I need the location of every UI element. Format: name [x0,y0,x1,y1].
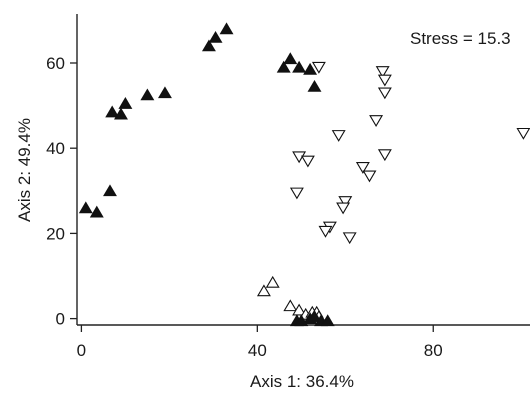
data-point-open-triangle-down [355,162,370,174]
data-point-open-triangle-down [311,61,326,74]
stress-annotation: Stress = 15.3 [410,29,511,48]
data-point-open-triangle-down [331,130,346,142]
data-points [78,22,530,327]
data-point-filled-triangle [292,60,307,73]
data-point-filled-triangle [303,62,318,75]
data-point-open-triangle-down [300,155,315,168]
data-point-open-triangle-down [516,127,530,140]
data-point-open-triangle-down [318,225,333,238]
data-point-open-triangle-up [292,303,307,316]
plot-frame [76,14,530,326]
data-point-filled-triangle [208,30,223,43]
y-tick-label: 0 [56,310,65,329]
data-point-open-triangle-down [338,196,353,208]
data-point-filled-triangle [140,88,155,101]
data-point-open-triangle-down [336,202,351,215]
data-point-filled-triangle [89,205,104,218]
data-point-filled-triangle [276,60,291,73]
data-point-filled-triangle [157,86,172,99]
x-tick-label: 80 [424,341,443,360]
data-point-filled-triangle [320,314,335,327]
data-point-filled-triangle [78,201,93,214]
y-tick-label: 40 [46,139,65,158]
data-point-open-triangle-up [256,284,271,297]
data-point-open-triangle-down [375,66,390,78]
data-point-filled-triangle [283,52,298,65]
data-point-open-triangle-down [377,74,392,87]
data-point-filled-triangle [118,96,133,109]
data-point-filled-triangle [201,39,216,52]
y-tick-label: 60 [46,54,65,73]
data-point-open-triangle-down [377,87,392,100]
data-point-open-triangle-up [265,275,280,288]
data-point-filled-triangle [105,105,120,118]
data-point-filled-triangle [307,79,322,92]
data-point-filled-triangle [307,309,322,322]
data-point-open-triangle-down [342,232,357,245]
data-point-open-triangle-down [377,149,392,162]
data-point-filled-triangle [103,184,117,197]
x-axis-label: Axis 1: 36.4% [250,372,354,391]
y-axis-label: Axis 2: 49.4% [15,118,34,222]
x-tick-label: 40 [248,341,267,360]
x-ticks: 0 40 80 [77,325,443,360]
y-tick-label: 20 [46,224,65,243]
data-point-filled-triangle [114,107,128,120]
y-ticks: 0 20 40 60 [46,54,77,329]
data-point-filled-triangle [219,22,234,35]
data-point-open-triangle-down [369,115,384,127]
data-point-open-triangle-up [283,299,298,312]
data-point-open-triangle-down [362,170,377,183]
x-tick-label: 0 [77,341,86,360]
data-point-open-triangle-down [289,187,304,200]
